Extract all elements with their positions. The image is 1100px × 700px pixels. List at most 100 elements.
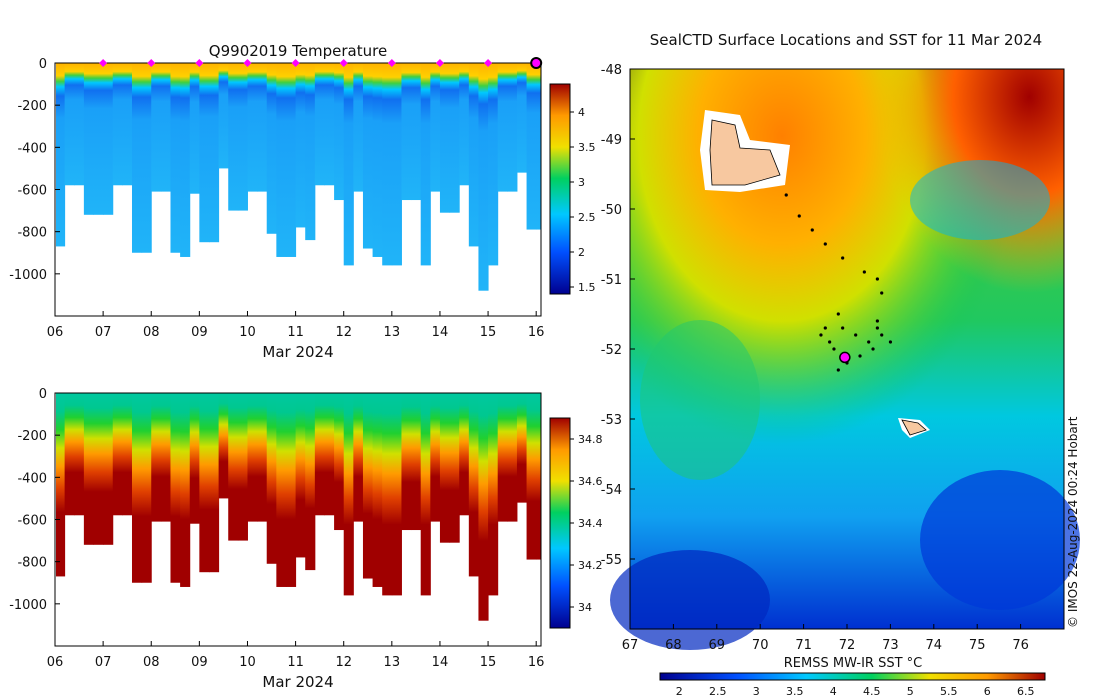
sst-colorbar-tick-label: 5.5 [940,685,958,698]
profile-column [160,63,171,192]
x-tick-label: 12 [335,325,352,340]
latest-surface-marker [530,57,543,69]
profile-column [237,393,248,541]
sst-colorbar-tick-label: 3 [753,685,760,698]
colorbar-tick-label: 1.5 [578,281,596,294]
sst-colorbar-tick-label: 6.5 [1017,685,1035,698]
y-tick-label: -400 [17,141,47,156]
y-tick-label: -800 [17,556,47,571]
profile-column [314,63,325,186]
map-x-tick-label: 75 [969,638,986,653]
x-tick-label: 12 [335,655,352,670]
surface-marker [291,59,300,67]
profile-column [324,393,335,516]
profile-column [516,393,528,503]
map-x-tick-label: 69 [709,638,726,653]
track-point [810,228,814,232]
colorbar-tick-label: 3.5 [578,141,596,154]
track-point [867,340,871,344]
sst-colorbar [659,672,1046,681]
temperature-y-ticks: 0 -200 -400 -600 -800 -1000 [9,57,60,283]
track-point [875,277,879,281]
salinity-colorbar [549,417,571,629]
x-tick-label: 11 [287,655,304,670]
surface-marker [147,59,156,67]
map-x-tick-label: 70 [752,638,769,653]
profile-column [180,393,191,587]
track-point [797,214,801,218]
profile-column [74,63,85,186]
temperature-x-ticks: 06 07 08 09 10 11 12 13 14 15 16 [47,311,544,340]
track-point [888,340,893,344]
profile-column [131,393,143,583]
profile-column [449,63,460,213]
temperature-xlabel: Mar 2024 [262,343,333,361]
temperature-colorbar [549,83,571,295]
temperature-panel: 06 07 08 09 10 11 12 13 14 15 16 0 -200 -400 -600 -800… [9,42,595,361]
profile-column [93,393,104,545]
y-tick-label: -200 [17,99,47,114]
credit-text: © IMOS 22-Aug-2024 00:24 Hobart [1066,416,1080,628]
sst-colorbar-tick-label: 2 [676,685,683,698]
x-tick-label: 14 [432,655,449,670]
profile-column [314,393,325,516]
map-y-ticks: -48 -49 -50 -51 -52 -53 -54 -55 [601,63,635,568]
x-tick-label: 13 [384,325,401,340]
track-point [819,333,823,337]
surface-marker [99,59,108,67]
profile-column [247,63,258,192]
profile-column [170,393,181,583]
x-tick-label: 08 [143,655,160,670]
profile-column [218,393,229,499]
profile-column [83,63,94,215]
profile-column [237,63,248,211]
profile-column [497,63,508,192]
map-y-tick-label: -55 [601,553,622,568]
surface-marker [339,59,348,67]
profile-column [64,63,75,186]
track-point [880,333,884,337]
profile-column [305,393,316,571]
map-y-tick-label: -54 [601,483,622,498]
y-tick-label: -600 [17,184,47,199]
track-point [880,291,884,295]
current-position-marker [839,351,851,364]
profile-column [478,63,489,291]
colorbar-tick-label: 34.4 [578,517,603,530]
x-tick-label: 08 [143,325,160,340]
profile-column [459,63,470,186]
track-point [828,340,832,344]
x-tick-label: 06 [47,655,64,670]
profile-column [189,393,200,524]
x-tick-label: 16 [528,655,545,670]
profile-column [285,63,297,257]
profile-column [112,393,123,516]
profile-column [56,63,66,247]
profile-column [391,63,402,266]
map-x-tick-label: 71 [795,638,812,653]
profile-column [199,393,210,573]
x-tick-label: 06 [47,325,64,340]
sst-colorbar-label: REMSS MW-IR SST °C [784,656,923,671]
x-tick-label: 10 [239,655,256,670]
salinity-x-ticks: 06 07 08 09 10 11 12 13 14 15 16 [47,641,545,670]
sst-map-panel: SealCTD Surface Locations and SST for 11… [601,31,1080,698]
surface-marker [484,59,493,67]
profile-column [401,393,412,531]
profile-column [536,63,541,230]
sst-colorbar-ticks: 2 2.5 3 3.5 4 4.5 5 5.5 6 6.5 [676,685,1035,698]
map-title: SealCTD Surface Locations and SST for 11… [650,31,1042,49]
colorbar-tick-label: 2.5 [578,211,596,224]
sst-colorbar-tick-label: 4 [830,685,837,698]
profile-column [478,393,489,621]
profile-column [420,63,431,266]
salinity-panel: 06 07 08 09 10 11 12 13 14 15 16 0 -200 -400 -600 -800… [9,387,602,691]
track-point [841,256,845,260]
track-point [875,319,879,323]
profile-column [526,393,537,560]
temperature-profiles [56,63,541,291]
profile-column [83,393,94,545]
y-tick-label: 0 [39,387,47,402]
profile-column [141,63,152,253]
colorbar-tick-label: 2 [578,246,585,259]
